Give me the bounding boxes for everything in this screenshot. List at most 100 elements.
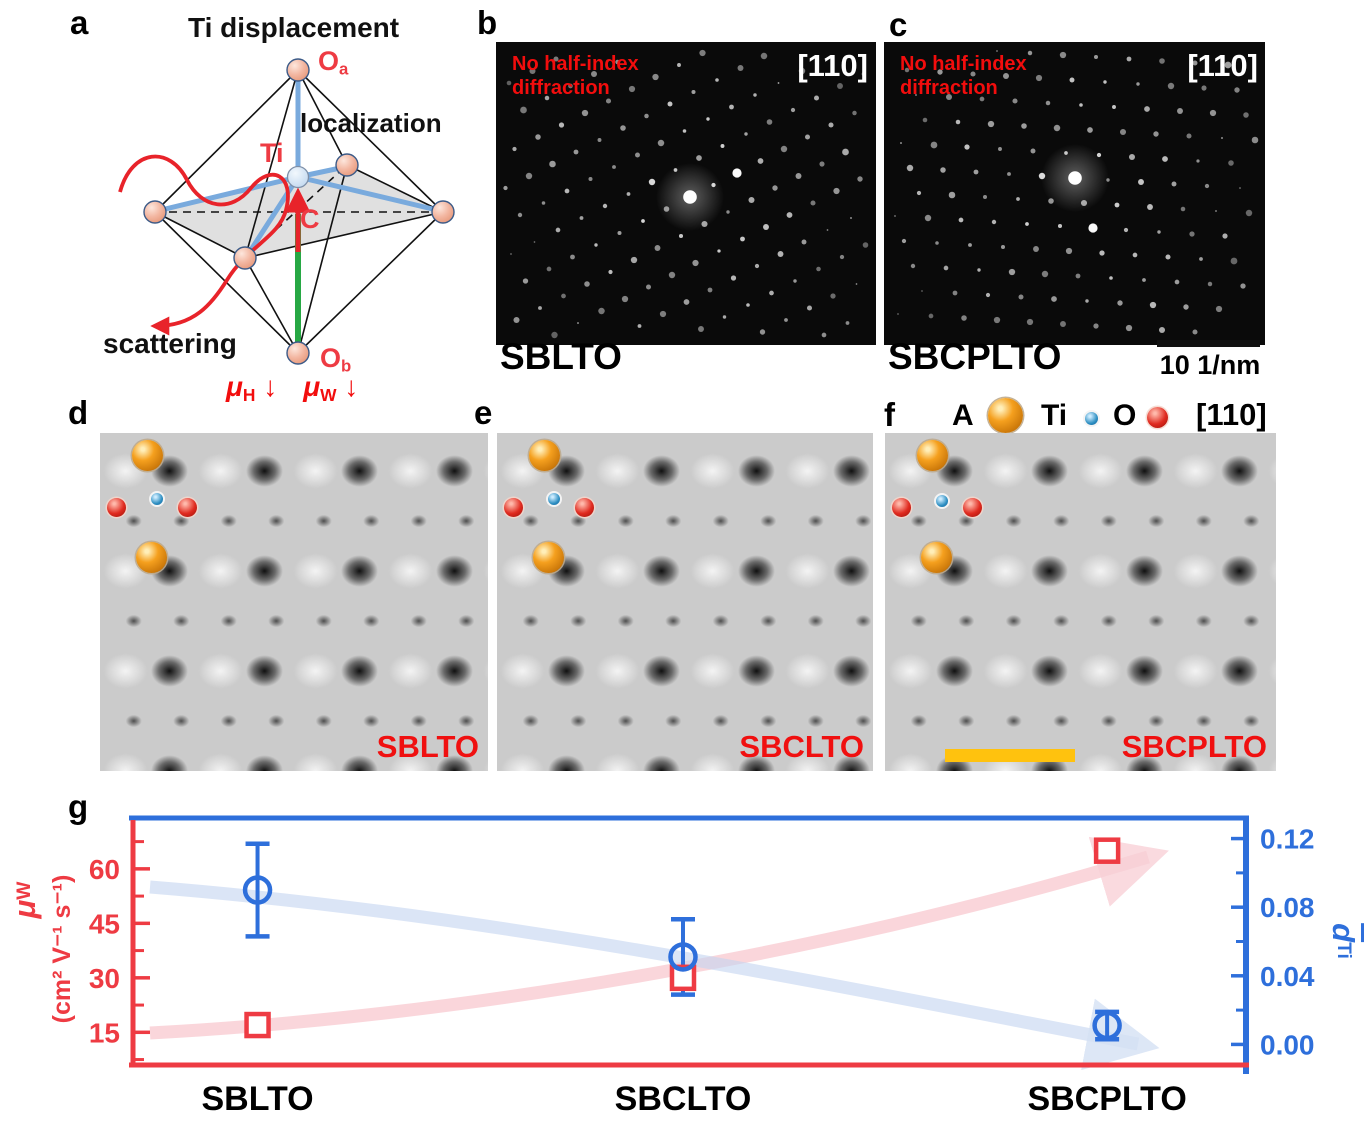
diffraction-spot (760, 52, 768, 60)
marker-square (244, 1011, 271, 1039)
diffraction-spot (1096, 152, 1102, 158)
category-label: SBLTO (202, 1080, 314, 1118)
diffraction-spot (570, 254, 575, 260)
diffraction-spot (506, 80, 512, 86)
diffraction-spot (964, 144, 970, 150)
diffraction-image-sbcplto (884, 42, 1265, 345)
diffraction-spot (894, 215, 896, 217)
diffraction-spot (948, 191, 956, 199)
diffraction-spot (1051, 296, 1057, 302)
octahedron-diagram (118, 58, 455, 365)
diffraction-spot (1064, 151, 1068, 155)
scattering-wave (118, 154, 290, 336)
ti-marker (546, 491, 562, 507)
diffraction-spot (581, 109, 589, 117)
diffraction-spot (910, 263, 916, 269)
no-half-index-annotation: No half-index diffraction (900, 53, 1027, 99)
diffraction-spot (1033, 246, 1039, 252)
diffraction-spot (1075, 273, 1081, 279)
diffraction-spot (1045, 100, 1051, 106)
diffraction-spot (1079, 103, 1083, 107)
a-site-marker (529, 440, 560, 471)
diffraction-spot (1201, 85, 1207, 91)
diffraction-spot (1093, 323, 1099, 329)
diffraction-spot (698, 326, 704, 332)
zone-axis-label: [110] (1196, 397, 1267, 432)
diffraction-spot (1153, 131, 1159, 137)
diffraction-spot (810, 200, 816, 206)
diffraction-spot (529, 67, 536, 75)
diffraction-spot (605, 98, 612, 104)
diffraction-spot (668, 271, 676, 279)
diffraction-spot (663, 206, 670, 212)
diffraction-spot (1228, 160, 1234, 166)
diffraction-spot (1057, 223, 1063, 229)
diffraction-spot (1025, 222, 1029, 226)
diffraction-spot (577, 322, 579, 324)
diffraction-spot (535, 134, 541, 140)
ti-sphere-icon (1083, 410, 1100, 427)
diffraction-spot (937, 69, 943, 75)
diffraction-spot (842, 148, 849, 156)
diffraction-spot (1215, 305, 1223, 313)
diffraction-spot (924, 214, 932, 222)
diffraction-spot (1245, 209, 1253, 217)
mu-weighted: μW ↓ (303, 371, 359, 405)
diffraction-spot (654, 245, 661, 251)
diffraction-spot (1192, 60, 1198, 66)
diffraction-spot (1251, 136, 1259, 144)
diffraction-spot (798, 67, 806, 75)
diffraction-spot (579, 216, 584, 220)
panel-letter-c: c (889, 6, 908, 43)
diffraction-spot (637, 324, 642, 328)
diffraction-spot (646, 284, 651, 290)
diffraction-spot (568, 83, 573, 89)
diffraction-spot (1186, 133, 1192, 139)
o-marker (575, 498, 594, 517)
diffraction-spot (1000, 244, 1006, 250)
left-tick-label: 45 (89, 908, 120, 939)
diffraction-spot (1177, 108, 1183, 114)
diffraction-spot (862, 242, 869, 248)
diffraction-spot (753, 93, 757, 97)
diffraction-spot (1112, 105, 1116, 109)
diffraction-spot (740, 236, 745, 242)
diffraction-spot (657, 139, 665, 147)
diffraction-spot (1060, 321, 1066, 327)
diffraction-image-sblto (496, 42, 876, 345)
localization-label: localization (300, 108, 442, 138)
diffraction-spot (1065, 247, 1073, 255)
diffraction-spot (1069, 77, 1075, 83)
o-sphere-icon (1147, 407, 1168, 428)
diffraction-spot (732, 168, 742, 178)
diffraction-spot (510, 253, 512, 255)
diffraction-spot (826, 229, 829, 231)
diffraction-spot (1234, 87, 1240, 93)
c-axis-label: C (300, 204, 320, 234)
diffraction-spot (1087, 127, 1093, 133)
diffraction-spot (1171, 181, 1177, 187)
right-axis-title: d Ti (1326, 923, 1361, 959)
diffraction-spot (970, 71, 976, 77)
diffraction-spot (1117, 300, 1123, 306)
diffraction-spot (1103, 80, 1107, 84)
ti-marker (149, 491, 165, 507)
ti-label: Ti (260, 138, 284, 168)
diffraction-spot (677, 63, 681, 67)
diffraction-spot (904, 67, 910, 73)
marker-square (669, 964, 697, 992)
o-marker (963, 498, 982, 517)
diffraction-spot (784, 318, 788, 322)
diffraction-spot (513, 316, 520, 324)
diffraction-spot (706, 117, 710, 121)
diffraction-spot (659, 310, 667, 318)
diffraction-spot (544, 95, 550, 101)
diffraction-spot (641, 219, 645, 223)
diffraction-spot (819, 161, 825, 167)
diffraction-spot (1167, 82, 1175, 90)
marker-square (1093, 837, 1121, 864)
diffraction-spot (757, 158, 764, 164)
diffraction-spot (759, 329, 766, 335)
diffraction-spot (1085, 299, 1089, 303)
diffraction-spot (983, 195, 987, 199)
